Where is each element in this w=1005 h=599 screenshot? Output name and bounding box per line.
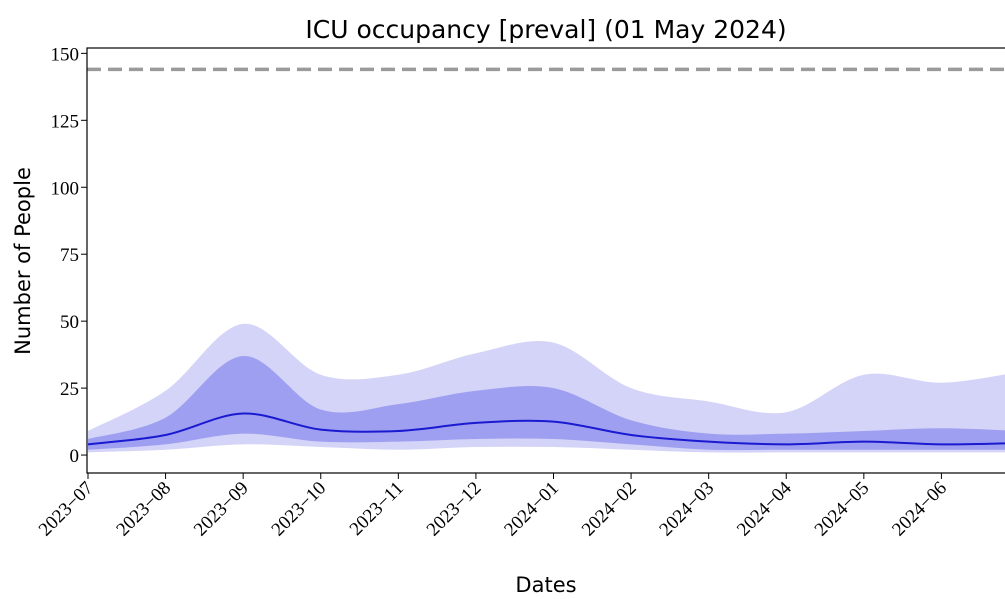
x-tick-label: 2023−09 [190,478,253,541]
x-tick-label: 2023−11 [346,478,408,540]
median-line [87,412,1005,446]
x-tick-label: 2023−12 [423,478,486,541]
band [88,355,1005,451]
plot-frame [86,47,1005,474]
x-tick-label: 2023−08 [112,478,175,541]
x-tick-label: 2023−07 [35,478,98,541]
x-tick-label: 2024−03 [655,478,718,541]
y-tick-label: 125 [51,111,80,132]
x-tick-label: 2024−02 [578,478,641,541]
x-tick-label: 2024−06 [888,478,951,541]
y-tick-label: 100 [51,178,80,199]
chart-title: ICU occupancy [preval] (01 May 2024) [305,15,786,44]
y-tick-label: 75 [60,245,79,266]
y-tick-label: 25 [60,379,79,400]
y-tick-label: 50 [60,312,79,333]
x-axis-label: Dates [515,573,576,597]
x-tick-label: 2023−10 [268,478,331,541]
y-axis-label: Number of People [11,167,35,355]
x-tick-label: 2024−05 [811,478,874,541]
y-tick-label: 0 [70,446,80,467]
x-tick-label: 2024−04 [733,477,796,540]
plot-area [87,67,1005,453]
x-tick-label: 2024−01 [500,478,563,541]
y-tick-label: 150 [51,44,80,65]
